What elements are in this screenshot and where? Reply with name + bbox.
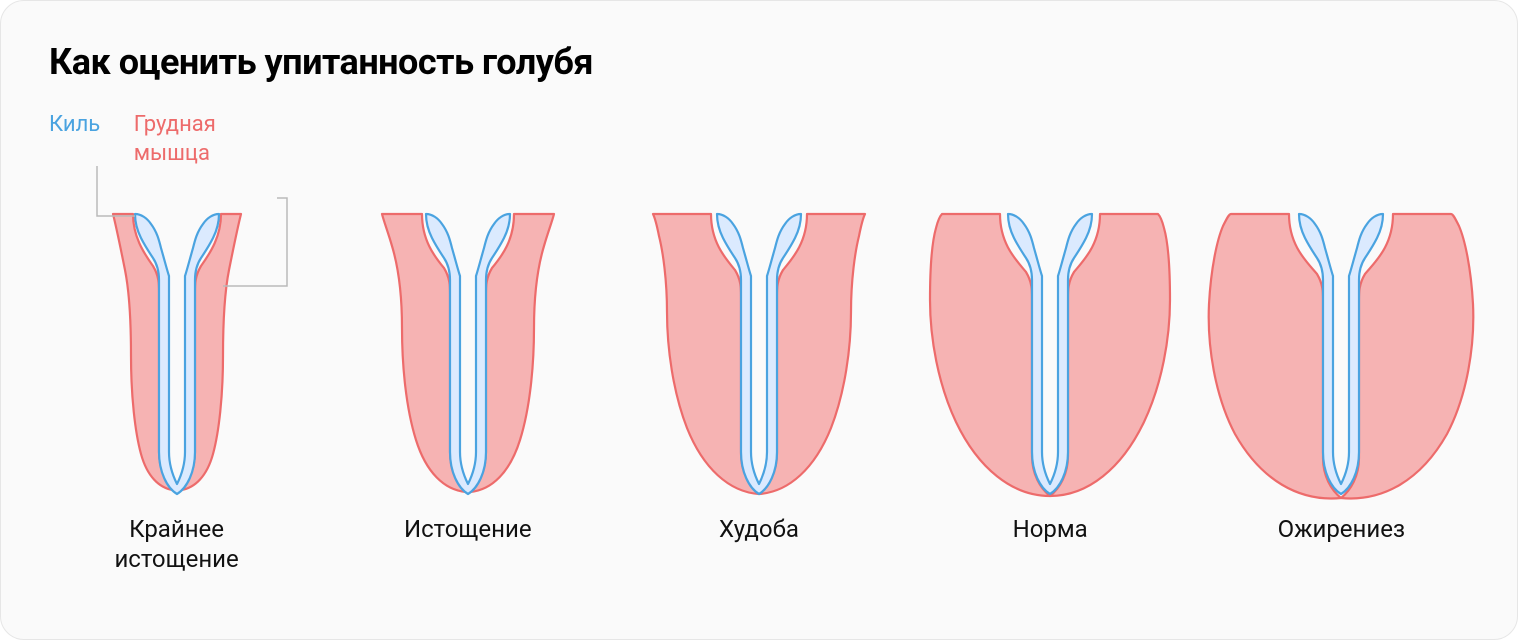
keel-diagram	[338, 196, 598, 496]
diagram-row: Крайнееистощение Истощение Худоба Норма Ожир…	[1, 196, 1517, 574]
legend: Киль Грудная мышца	[49, 111, 216, 168]
keel-diagram	[629, 196, 889, 496]
keel-diagram	[920, 196, 1180, 496]
stage-caption: Ожирениез	[1201, 514, 1481, 544]
page-title: Как оценить упитанность голубя	[49, 41, 1469, 83]
stage-cell: Норма	[910, 196, 1190, 574]
stage-cell: Ожирениез	[1201, 196, 1481, 574]
keel-diagram	[47, 196, 307, 496]
stage-caption: Норма	[910, 514, 1190, 544]
legend-keel-label: Киль	[49, 111, 100, 140]
legend-muscle-line2: мышца	[134, 141, 210, 166]
keel-diagram	[1211, 196, 1471, 496]
pointer-keel	[97, 166, 135, 216]
stage-cell: Худоба	[619, 196, 899, 574]
stage-cell: Крайнееистощение	[37, 196, 317, 574]
stage-caption: Истощение	[328, 514, 608, 544]
legend-muscle-line1: Грудная	[134, 112, 216, 137]
legend-muscle-label: Грудная мышца	[134, 111, 216, 168]
stage-cell: Истощение	[328, 196, 608, 574]
infographic-card: Как оценить упитанность голубя Киль Груд…	[0, 0, 1518, 640]
stage-caption: Крайнееистощение	[37, 514, 317, 574]
stage-caption: Худоба	[619, 514, 899, 544]
